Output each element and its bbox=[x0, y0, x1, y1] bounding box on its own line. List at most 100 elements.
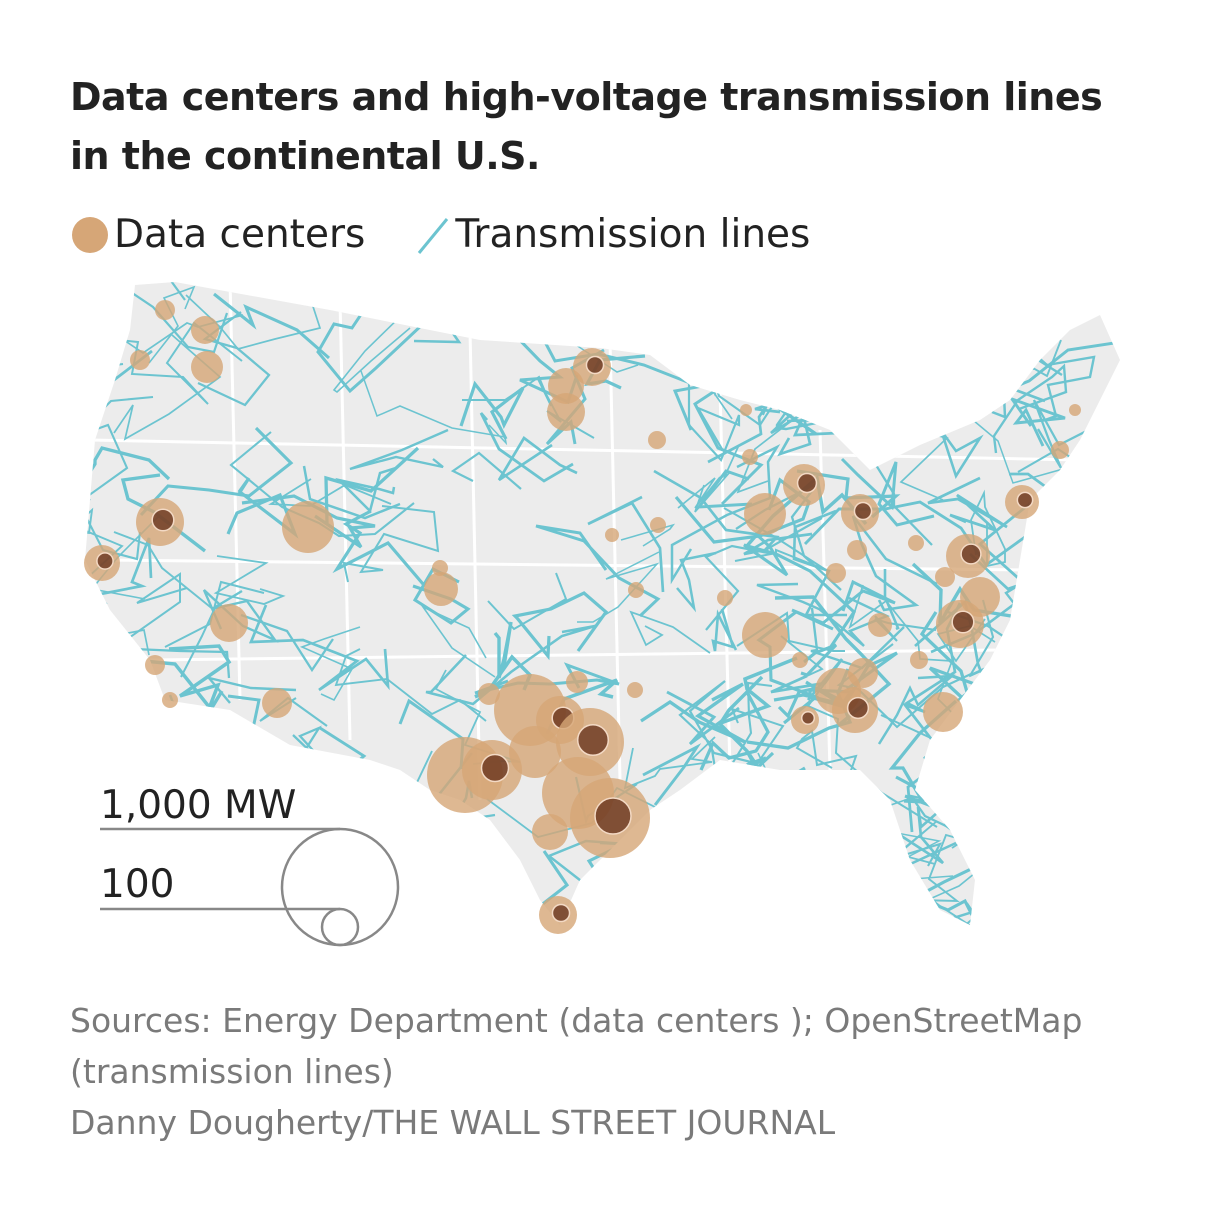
transmission-line bbox=[213, 555, 286, 605]
data-center-marker bbox=[145, 655, 165, 675]
transmission-line bbox=[1018, 282, 1094, 318]
data-center-marker bbox=[648, 431, 666, 449]
data-center-cluster-marker bbox=[1016, 491, 1034, 509]
transmission-line bbox=[779, 890, 882, 925]
transmission-line bbox=[1026, 783, 1076, 863]
transmission-line bbox=[730, 770, 817, 821]
transmission-line bbox=[953, 721, 1040, 785]
data-center-marker bbox=[509, 726, 561, 778]
transmission-line bbox=[299, 626, 361, 702]
data-center-marker bbox=[547, 393, 585, 431]
transmission-line bbox=[450, 451, 522, 490]
transmission-line bbox=[139, 426, 294, 517]
transmission-line bbox=[672, 379, 764, 506]
transmission-line bbox=[883, 569, 900, 631]
state-border bbox=[89, 438, 1081, 462]
data-center-marker bbox=[740, 404, 752, 416]
transmission-line bbox=[739, 789, 824, 880]
data-center-marker bbox=[792, 652, 808, 668]
size-legend-label-large: 1,000 MW bbox=[100, 783, 297, 828]
data-center-marker bbox=[650, 517, 666, 533]
transmission-line bbox=[800, 643, 838, 677]
data-center-marker bbox=[908, 535, 924, 551]
data-center-cluster-marker bbox=[594, 797, 632, 835]
transmission-line bbox=[349, 428, 449, 471]
transmission-line bbox=[454, 887, 556, 925]
transmission-line bbox=[828, 282, 955, 396]
transmission-line bbox=[695, 469, 753, 509]
data-center-marker bbox=[868, 613, 892, 637]
transmission-line bbox=[838, 889, 883, 913]
transmission-line bbox=[687, 344, 741, 463]
data-center-marker bbox=[848, 658, 878, 688]
transmission-line bbox=[757, 289, 928, 377]
transmission-line bbox=[248, 604, 390, 692]
data-center-marker bbox=[478, 683, 500, 705]
data-center-marker bbox=[548, 368, 584, 404]
transmission-line bbox=[825, 848, 872, 925]
transmission-line bbox=[306, 282, 397, 307]
transmission-line bbox=[992, 363, 1068, 454]
transmission-line bbox=[820, 339, 918, 377]
data-center-marker bbox=[566, 671, 588, 693]
size-legend bbox=[100, 827, 400, 947]
transmission-line bbox=[342, 505, 440, 583]
transmission-line bbox=[98, 282, 229, 354]
transmission-line bbox=[118, 321, 243, 405]
transmission-line bbox=[761, 326, 890, 378]
transmission-line bbox=[953, 746, 1034, 771]
transmission-line bbox=[335, 466, 397, 514]
transmission-line bbox=[360, 370, 508, 446]
data-center-marker bbox=[744, 493, 786, 535]
transmission-line bbox=[674, 477, 811, 544]
transmission-line bbox=[653, 469, 813, 556]
data-center-marker bbox=[910, 651, 928, 669]
data-center-marker bbox=[627, 682, 643, 698]
transmission-line bbox=[86, 446, 171, 481]
transmission-line bbox=[931, 308, 993, 346]
transmission-line bbox=[511, 591, 609, 661]
data-center-marker bbox=[1051, 441, 1069, 459]
transmission-line bbox=[1062, 879, 1107, 925]
size-legend-label-small: 100 bbox=[100, 862, 175, 907]
transmission-line bbox=[305, 842, 437, 891]
data-center-marker bbox=[605, 528, 619, 542]
transmission-line bbox=[164, 580, 265, 648]
data-center-cluster-marker bbox=[480, 753, 510, 783]
transmission-line bbox=[736, 927, 802, 970]
transmission-line bbox=[820, 336, 946, 400]
transmission-line bbox=[736, 411, 804, 494]
data-center-legend-swatch bbox=[72, 216, 108, 253]
transmission-line bbox=[1105, 888, 1120, 925]
transmission-line bbox=[1026, 559, 1101, 614]
data-center-marker bbox=[424, 572, 458, 606]
transmission-line bbox=[810, 607, 905, 670]
transmission-line bbox=[730, 707, 785, 794]
data-center-marker bbox=[742, 449, 758, 465]
transmission-line bbox=[755, 348, 804, 413]
transmission-line-legend-swatch bbox=[418, 217, 449, 254]
transmission-line bbox=[1091, 396, 1120, 484]
transmission-line bbox=[774, 595, 892, 726]
transmission-line bbox=[493, 621, 513, 679]
transmission-line bbox=[861, 293, 993, 407]
transmission-line bbox=[992, 817, 1084, 866]
data-center-cluster-marker bbox=[151, 508, 175, 532]
transmission-line bbox=[678, 680, 752, 775]
transmission-line bbox=[785, 887, 838, 925]
transmission-line bbox=[1027, 605, 1066, 653]
transmission-line bbox=[695, 811, 745, 859]
transmission-line bbox=[888, 282, 972, 339]
legend-data-centers: Data centers bbox=[114, 212, 366, 257]
data-center-marker bbox=[282, 501, 334, 553]
transmission-line bbox=[85, 282, 122, 334]
data-center-cluster-marker bbox=[960, 543, 982, 565]
data-center-marker bbox=[191, 316, 219, 344]
transmission-line bbox=[840, 457, 935, 527]
state-border bbox=[608, 339, 622, 781]
transmission-line bbox=[459, 380, 525, 440]
transmission-line bbox=[825, 321, 916, 399]
data-center-cluster-marker bbox=[800, 710, 816, 726]
data-center-marker bbox=[155, 300, 175, 320]
